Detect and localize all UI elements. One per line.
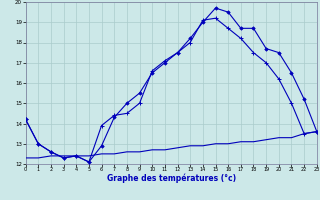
X-axis label: Graphe des températures (°c): Graphe des températures (°c)	[107, 174, 236, 183]
